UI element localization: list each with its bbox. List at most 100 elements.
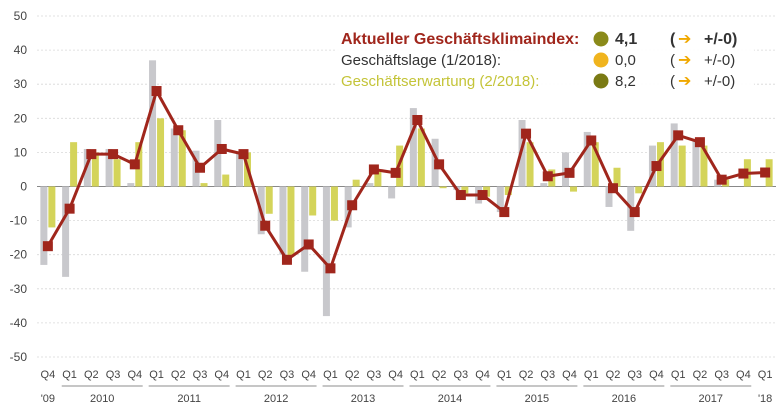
- x-tick-label: Q1: [584, 369, 599, 381]
- index-marker: [586, 135, 597, 146]
- bar: [40, 186, 48, 265]
- bar: [417, 128, 425, 187]
- legend-paren-open: (: [670, 73, 675, 90]
- year-label: 2010: [90, 393, 114, 405]
- year-label: 2016: [612, 393, 636, 405]
- bar: [613, 167, 621, 187]
- y-tick-label: 0: [20, 180, 27, 194]
- x-tick-label: Q4: [127, 369, 142, 381]
- legend-label: Geschäftserwartung (2/2018):: [341, 73, 539, 90]
- x-tick-label: Q2: [258, 369, 273, 381]
- x-tick-label: Q3: [106, 369, 121, 381]
- x-tick-label: Q1: [410, 369, 425, 381]
- legend-paren-open: (: [670, 31, 676, 48]
- x-axis: Q4 Q1 Q2 Q3 Q4 Q1 Q2 Q3 Q4 Q1 Q2 Q3 Q4 Q1 Q2 Q3 Q4 Q1 Q2 Q3…: [41, 369, 773, 405]
- bar: [439, 186, 447, 189]
- bar: [105, 148, 113, 187]
- x-tick-label: Q1: [671, 369, 686, 381]
- y-tick-label: -40: [10, 316, 28, 330]
- bar: [322, 186, 330, 317]
- index-line: [46, 89, 766, 270]
- bar: [635, 186, 643, 194]
- bar: [374, 169, 382, 187]
- y-axis-tick-labels: -50 -40 -30 -20 -10 0 10 20 30 40 50: [10, 9, 28, 364]
- x-tick-label: Q4: [41, 369, 56, 381]
- bar: [279, 186, 287, 255]
- index-marker: [86, 149, 97, 160]
- index-marker: [216, 143, 227, 154]
- x-tick-label: Q4: [736, 369, 751, 381]
- x-tick-label: Q4: [562, 369, 577, 381]
- x-tick-label: Q3: [627, 369, 642, 381]
- legend-trend: +/-0): [704, 31, 737, 48]
- bar: [200, 183, 208, 187]
- bar: [352, 179, 360, 187]
- index-marker: [455, 190, 466, 201]
- index-marker: [499, 207, 510, 218]
- legend-value: 8,2: [615, 73, 636, 90]
- bar: [366, 183, 374, 187]
- year-label: 2014: [438, 393, 462, 405]
- bar: [265, 186, 273, 214]
- x-tick-label: Q2: [171, 369, 186, 381]
- legend-background: [336, 24, 754, 94]
- bar: [157, 118, 165, 187]
- index-marker: [129, 159, 140, 170]
- bar: [235, 152, 243, 187]
- y-tick-label: 30: [14, 77, 28, 91]
- index-marker: [564, 167, 575, 178]
- index-marker: [173, 125, 184, 136]
- x-tick-label: Q4: [388, 369, 403, 381]
- index-marker: [347, 200, 358, 211]
- bar: [583, 131, 591, 187]
- year-label: 2013: [351, 393, 375, 405]
- y-tick-label: 10: [14, 145, 28, 159]
- x-tick-label: Q2: [345, 369, 360, 381]
- year-label: '18: [758, 393, 772, 405]
- legend-trend: +/-0): [704, 73, 735, 90]
- x-tick-label: Q1: [236, 369, 251, 381]
- y-tick-label: -50: [10, 350, 28, 364]
- index-marker: [281, 254, 292, 265]
- index-marker: [303, 239, 314, 250]
- x-tick-label: Q4: [649, 369, 664, 381]
- legend-label: Geschäftslage (1/2018):: [341, 52, 501, 69]
- x-tick-label: Q2: [432, 369, 447, 381]
- index-marker: [629, 207, 640, 218]
- x-tick-label: Q3: [453, 369, 468, 381]
- x-tick-label: Q1: [323, 369, 338, 381]
- index-marker: [716, 174, 727, 185]
- index-marker: [694, 137, 705, 148]
- index-marker: [542, 171, 553, 182]
- arrow-right-icon: ➔: [678, 31, 691, 48]
- y-tick-label: -10: [10, 214, 28, 228]
- bar: [409, 108, 417, 187]
- bar: [62, 186, 70, 277]
- bar: [605, 186, 613, 207]
- index-marker: [325, 263, 336, 274]
- x-tick-label: Q3: [714, 369, 729, 381]
- legend: Aktueller Geschäftsklimaindex: 4,1(➔ +/-0)…: [336, 24, 754, 94]
- index-marker: [195, 162, 206, 173]
- legend-dot: [593, 31, 609, 47]
- index-marker: [368, 164, 379, 175]
- bar: [70, 142, 78, 187]
- bar: [48, 186, 56, 228]
- bar: [496, 186, 504, 213]
- index-marker: [238, 149, 249, 160]
- bar-series: [40, 60, 773, 317]
- line-series: [42, 86, 771, 274]
- legend-label: Aktueller Geschäftsklimaindex:: [341, 31, 579, 48]
- index-marker: [521, 128, 532, 139]
- year-label: 2011: [177, 393, 201, 405]
- bar: [540, 183, 548, 187]
- bar: [309, 186, 317, 216]
- legend-dot: [593, 52, 609, 68]
- legend-dot: [593, 73, 609, 89]
- bar: [330, 186, 338, 221]
- index-marker: [673, 130, 684, 141]
- x-tick-label: Q3: [367, 369, 382, 381]
- x-tick-label: Q1: [497, 369, 512, 381]
- x-tick-label: Q4: [214, 369, 229, 381]
